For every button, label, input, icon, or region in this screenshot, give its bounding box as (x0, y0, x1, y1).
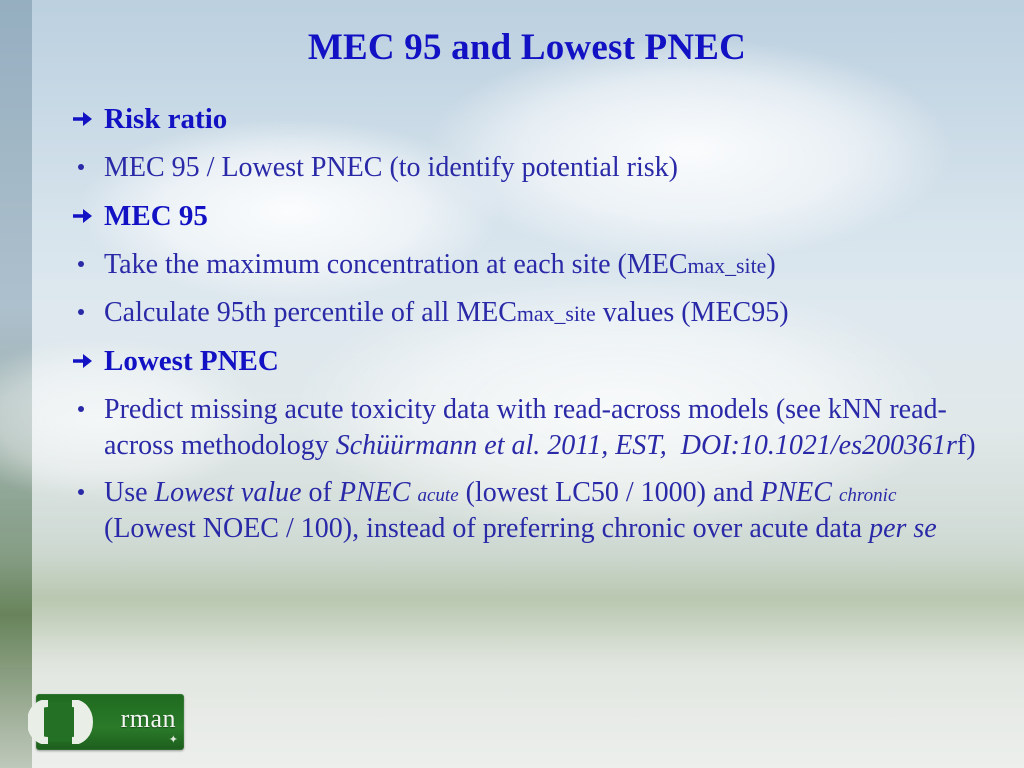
arrow-icon (70, 101, 104, 131)
heading-text: Lowest PNEC (104, 343, 984, 380)
bullet-dot-icon (70, 295, 104, 315)
heading-text: Risk ratio (104, 101, 984, 138)
slide-title: MEC 95 and Lowest PNEC (70, 26, 984, 69)
section-heading: Risk ratio (70, 101, 984, 138)
arrow-icon (70, 198, 104, 228)
bullet-text: Use Lowest value of PNEC acute (lowest L… (104, 475, 984, 547)
content-area: MEC 95 and Lowest PNEC Risk ratio MEC 95 … (70, 26, 984, 748)
slide: MEC 95 and Lowest PNEC Risk ratio MEC 95 … (0, 0, 1024, 768)
logo-star-icon: ✦ (169, 733, 178, 746)
section-heading: Lowest PNEC (70, 343, 984, 380)
bullet-item: Predict missing acute toxicity data with… (70, 392, 984, 464)
logo-text: rman (121, 704, 176, 734)
section-heading: MEC 95 (70, 198, 984, 235)
arrow-icon (70, 343, 104, 373)
bullet-dot-icon (70, 150, 104, 170)
bullet-dot-icon (70, 247, 104, 267)
bullet-text: Calculate 95th percentile of all MECmax_… (104, 295, 984, 331)
left-edge-strip (0, 0, 32, 768)
bullet-item: Take the maximum concentration at each s… (70, 247, 984, 283)
bullet-text: Take the maximum concentration at each s… (104, 247, 984, 283)
bullet-item: Calculate 95th percentile of all MECmax_… (70, 295, 984, 331)
bullet-list: Risk ratio MEC 95 / Lowest PNEC (to ident… (70, 101, 984, 547)
bullet-dot-icon (70, 392, 104, 412)
bullet-text: Predict missing acute toxicity data with… (104, 392, 984, 464)
norman-logo: rman ✦ (36, 694, 184, 750)
bullet-text: MEC 95 / Lowest PNEC (to identify potent… (104, 150, 984, 186)
bullet-dot-icon (70, 475, 104, 495)
heading-text: MEC 95 (104, 198, 984, 235)
logo-mark-icon (28, 700, 98, 744)
bullet-item: MEC 95 / Lowest PNEC (to identify potent… (70, 150, 984, 186)
bullet-item: Use Lowest value of PNEC acute (lowest L… (70, 475, 984, 547)
